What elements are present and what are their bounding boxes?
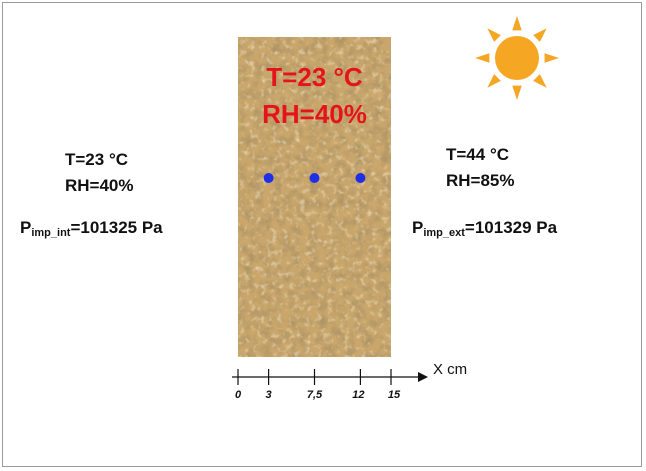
x-tick-label-7,5: 7,5 [306, 389, 323, 401]
sun-ray [475, 53, 490, 63]
sun-ray [512, 85, 522, 100]
sensor-point-3 [355, 173, 366, 183]
exterior-pressure-value: =101329 Pa [464, 218, 558, 237]
wall-temperature: T=23 °C [266, 62, 363, 92]
interior-temperature: T=23 °C [65, 150, 129, 169]
sun-ray [533, 74, 547, 88]
wall-humidity: RH=40% [262, 99, 367, 129]
x-tick-label-3: 3 [265, 389, 272, 401]
exterior-pressure-subscript: imp_ext [423, 227, 465, 239]
x-axis [232, 369, 428, 385]
sun-icon [475, 16, 559, 100]
interior-pressure: Pimp_int=101325 Pa [20, 218, 163, 239]
x-axis-arrowhead [418, 372, 428, 382]
sun-ray [512, 16, 522, 31]
interior-pressure-value: =101325 Pa [70, 218, 163, 237]
interior-pressure-symbol: P [20, 218, 32, 237]
sun-ray [544, 53, 559, 63]
sun-ray [487, 28, 501, 42]
sensor-point-1 [263, 173, 274, 183]
exterior-temperature: T=44 °C [446, 145, 510, 164]
x-tick-label-15: 15 [387, 389, 401, 401]
exterior-humidity: RH=85% [446, 171, 515, 190]
sun-ray [533, 28, 547, 42]
x-axis-label: X cm [433, 361, 468, 378]
x-tick-label-0: 0 [234, 389, 242, 401]
interior-humidity: RH=40% [65, 176, 134, 195]
sensor-point-2 [309, 173, 320, 183]
interior-pressure-subscript: imp_int [31, 227, 71, 239]
exterior-pressure-symbol: P [412, 218, 424, 237]
x-tick-label-12: 12 [352, 389, 365, 401]
sun-ray [487, 74, 501, 88]
sensor-points [263, 173, 366, 183]
exterior-pressure: Pimp_ext=101329 Pa [412, 218, 557, 239]
wall-material [238, 37, 391, 357]
